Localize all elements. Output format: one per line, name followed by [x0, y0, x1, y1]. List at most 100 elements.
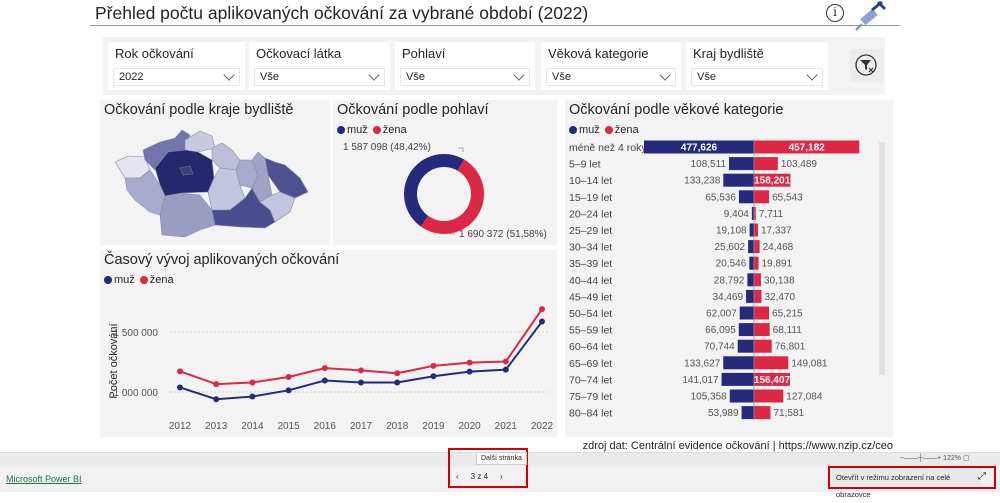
x-tick-label: 2012 [169, 421, 192, 432]
filter-sex[interactable]: Pohlaví Vše [395, 42, 535, 90]
bar-zena[interactable] [754, 206, 756, 220]
scrollbar[interactable] [879, 142, 885, 375]
bar-zena[interactable] [754, 273, 761, 287]
data-point[interactable] [394, 379, 401, 386]
data-point[interactable] [358, 379, 364, 386]
region-moravskoslezsky [264, 157, 309, 199]
bar-muz[interactable] [749, 256, 754, 270]
powerbi-link[interactable]: Microsoft Power BI [6, 474, 82, 484]
filter-label: Očkovací látka [256, 46, 342, 61]
legend-item-muz[interactable]: muž [104, 274, 135, 286]
bar-muz[interactable] [729, 157, 754, 171]
age-dropdown[interactable]: Vše [546, 68, 676, 86]
bar-zena[interactable] [754, 289, 762, 303]
filter-age[interactable]: Věková kategorie Vše [541, 42, 681, 90]
legend-item-zena[interactable]: žena [372, 124, 407, 136]
bar-zena[interactable] [754, 389, 784, 403]
data-label: 76,801 [775, 342, 806, 353]
sex-dropdown[interactable]: Vše [400, 68, 530, 86]
data-source: zdroj dat: Centrální evidence očkování |… [582, 440, 893, 452]
data-point[interactable] [249, 379, 256, 386]
highlight-box [828, 466, 996, 489]
data-point[interactable] [321, 377, 328, 384]
prev-page-button[interactable]: ‹ [456, 472, 459, 481]
data-point[interactable] [285, 374, 292, 380]
legend-item-muz[interactable]: muž [337, 124, 368, 136]
bar-zena[interactable] [754, 190, 770, 204]
data-point[interactable] [177, 384, 183, 391]
expand-icon[interactable]: ⤢ [978, 471, 986, 482]
data-point[interactable] [213, 396, 220, 403]
data-point[interactable] [249, 393, 256, 400]
info-icon[interactable]: i [826, 4, 844, 22]
zoom-control[interactable]: −——┼——+ 122% ▢ [900, 455, 970, 462]
bar-zena[interactable] [754, 223, 758, 237]
bar-zena[interactable] [754, 140, 860, 154]
bar-muz[interactable] [746, 289, 754, 303]
age-chart-panel: Očkování podle věkové kategorie muž žena… [565, 100, 893, 437]
data-label: 65,536 [705, 192, 736, 203]
data-label: 127,084 [786, 392, 823, 403]
x-tick-label: 2021 [495, 421, 518, 432]
bar-muz[interactable] [739, 306, 754, 320]
filter-region[interactable]: Kraj bydliště Vše [686, 42, 828, 90]
fullscreen-button[interactable]: Otevřít v režimu zobrazení na celé obraz… [832, 469, 982, 499]
czech-region-map[interactable] [100, 100, 330, 245]
data-point[interactable] [539, 318, 545, 325]
donut-slice-muz[interactable] [404, 153, 464, 227]
y-tick-label: 1 000 000 [114, 388, 159, 399]
next-page-button[interactable]: › [500, 472, 503, 481]
legend-item-zena[interactable]: žena [604, 124, 639, 136]
data-point[interactable] [358, 367, 364, 374]
legend-item-zena[interactable]: žena [139, 274, 174, 286]
bar-muz[interactable] [748, 240, 754, 254]
region-dropdown[interactable]: Vše [691, 68, 823, 86]
data-point[interactable] [394, 370, 401, 377]
data-point[interactable] [539, 306, 545, 313]
bar-zena[interactable] [754, 173, 791, 187]
filter-clear-icon[interactable] [850, 49, 883, 82]
year-dropdown[interactable]: 2022 [113, 68, 240, 86]
bar-zena[interactable] [754, 240, 760, 254]
data-point[interactable] [430, 373, 437, 380]
bar-zena[interactable] [754, 339, 772, 353]
bar-muz[interactable] [723, 356, 754, 370]
bar-muz[interactable] [738, 190, 754, 204]
bar-muz[interactable] [747, 273, 754, 287]
donut-slice-zena[interactable] [420, 159, 484, 234]
data-label: 34,469 [712, 292, 743, 303]
category-label: méně než 4 roky [569, 142, 647, 154]
bar-zena[interactable] [754, 256, 759, 270]
data-point[interactable] [213, 381, 220, 388]
bar-zena[interactable] [754, 306, 770, 320]
vaccine-dropdown[interactable]: Vše [254, 68, 385, 86]
legend-item-muz[interactable]: muž [569, 124, 600, 136]
filter-vaccine[interactable]: Očkovací látka Vše [249, 42, 390, 90]
data-point[interactable] [502, 358, 509, 365]
bar-muz[interactable] [749, 223, 754, 237]
bar-zena[interactable] [754, 372, 791, 386]
bar-zena[interactable] [754, 157, 778, 171]
bar-muz[interactable] [741, 406, 754, 420]
data-point[interactable] [466, 359, 473, 366]
data-point[interactable] [321, 365, 328, 372]
bar-zena[interactable] [754, 356, 789, 370]
bar-zena[interactable] [754, 406, 771, 420]
data-point[interactable] [502, 366, 509, 373]
data-point[interactable] [466, 368, 473, 375]
bar-muz[interactable] [737, 339, 754, 353]
bar-muz[interactable] [751, 206, 754, 220]
legend-label: muž [579, 124, 600, 136]
bar-muz[interactable] [723, 173, 754, 187]
bar-zena[interactable] [754, 323, 770, 337]
filter-year[interactable]: Rok očkování 2022 [108, 42, 245, 90]
bar-muz[interactable] [738, 323, 754, 337]
data-point[interactable] [285, 387, 292, 394]
age-chart-legend: muž žena [569, 124, 639, 136]
data-point[interactable] [177, 368, 183, 375]
bar-muz[interactable] [721, 372, 754, 386]
legend-dot [372, 126, 381, 134]
bar-muz[interactable] [644, 140, 754, 154]
data-point[interactable] [430, 362, 437, 369]
bar-muz[interactable] [729, 389, 754, 403]
